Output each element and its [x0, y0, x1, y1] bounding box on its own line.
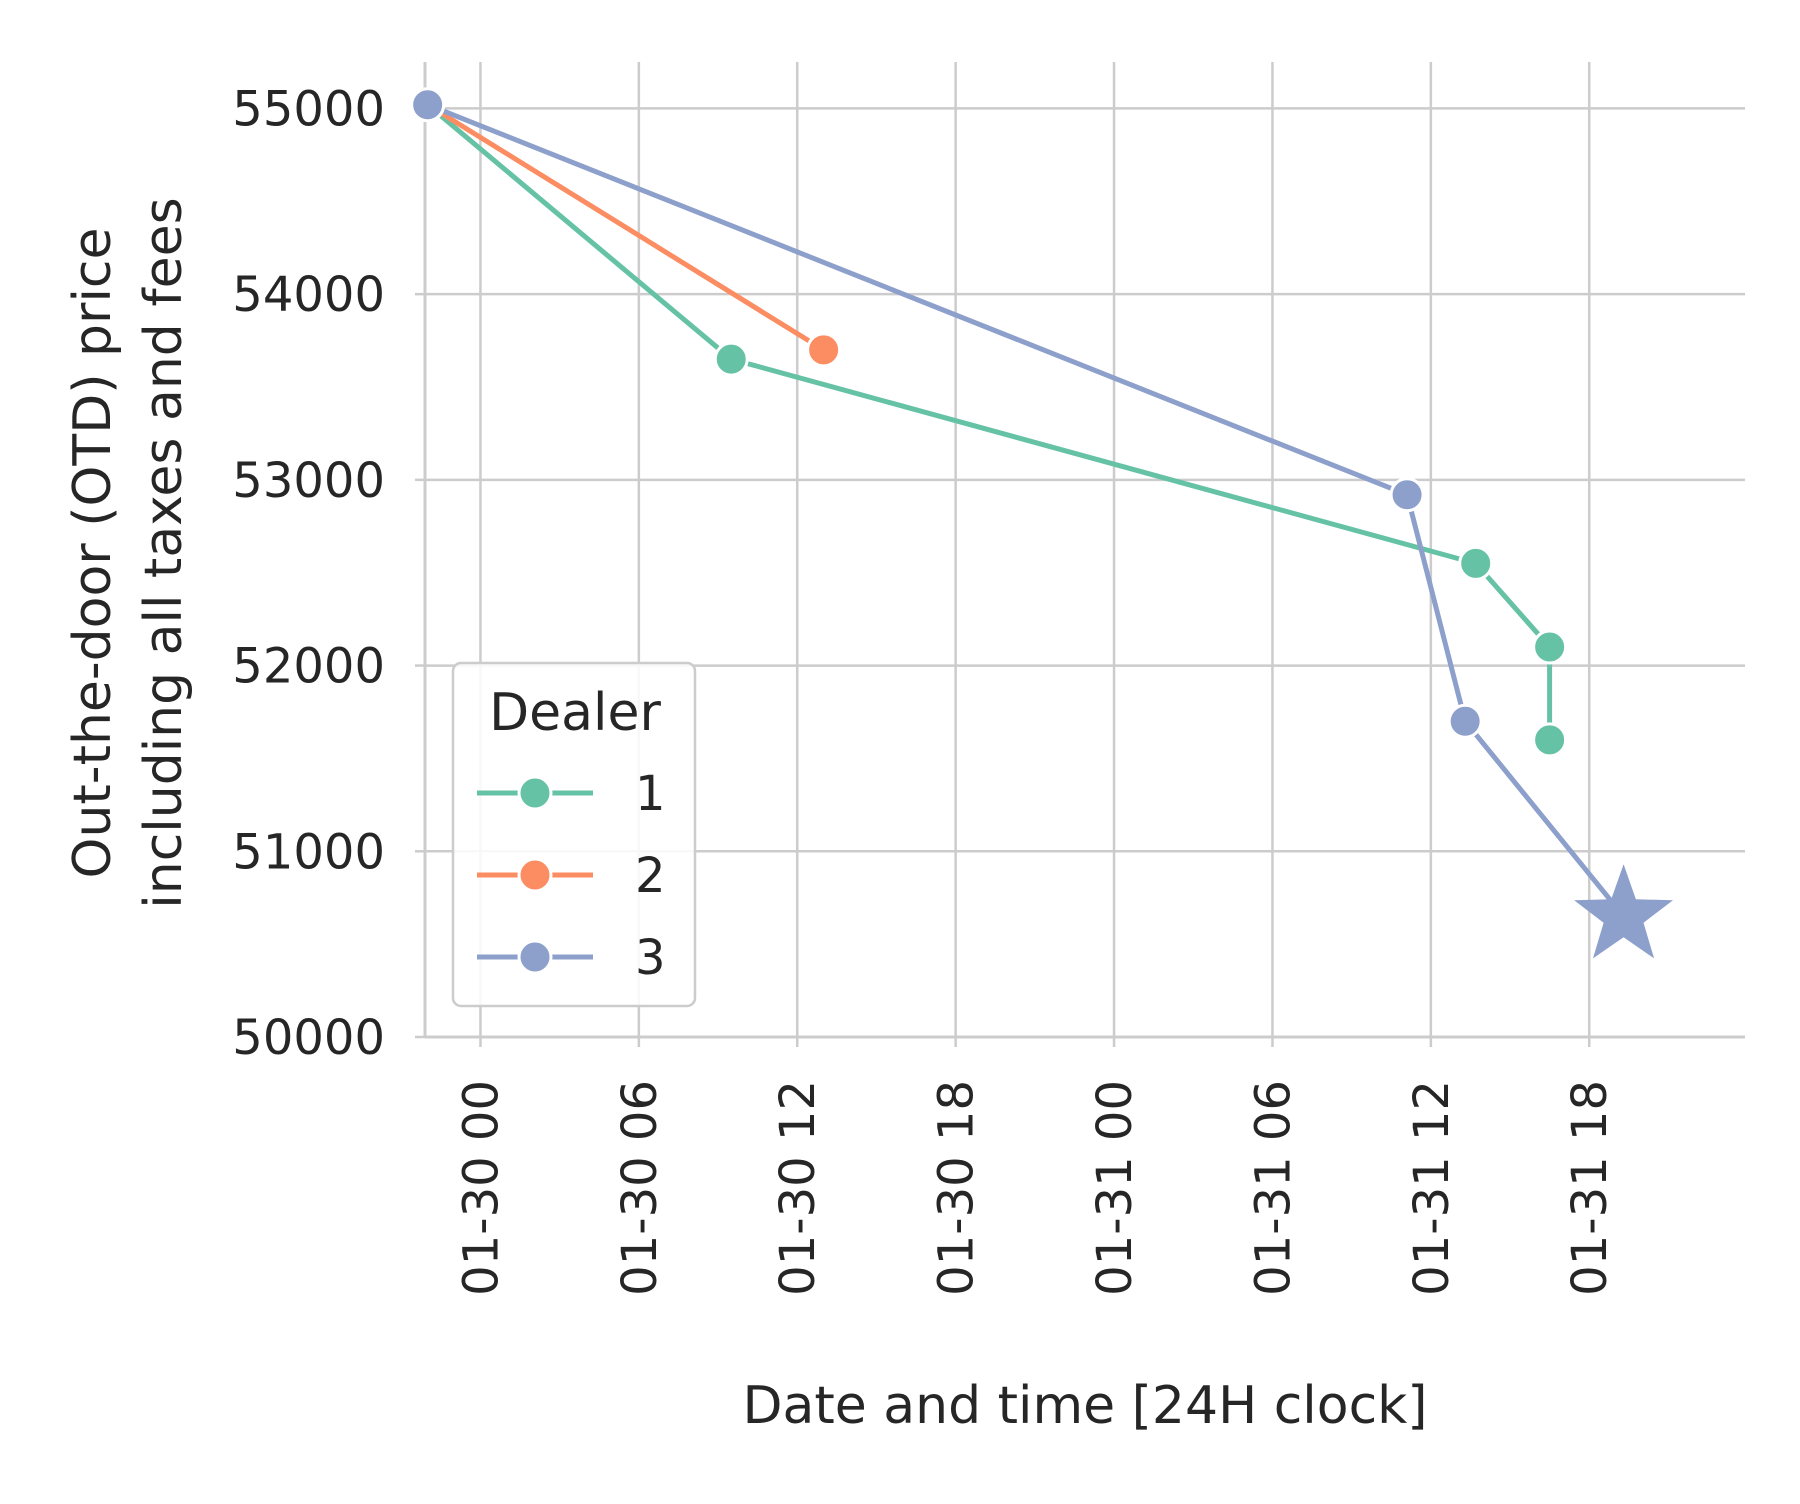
- legend-marker-swatch: [517, 939, 553, 975]
- legend-items: 1 2 3: [477, 766, 666, 986]
- y-tick-label: 51000: [232, 824, 385, 880]
- x-tick-label: 01-30 18: [929, 1080, 985, 1296]
- x-tick-label: 01-31 18: [1562, 1080, 1618, 1296]
- legend-item-3: 3: [477, 930, 666, 986]
- legend-label: 3: [635, 930, 666, 986]
- tick-labels: 01-30 00 01-30 06 01-30 12 01-30 18 01-31 00…: [232, 81, 1618, 1295]
- x-tick-label: 01-30 00: [453, 1080, 509, 1296]
- series-line-1: [425, 102, 1553, 743]
- legend-item-2: 2: [477, 848, 666, 904]
- data-point-series-3: [1447, 703, 1483, 739]
- axes: [415, 62, 1745, 1047]
- data-point-series-2: [806, 332, 842, 368]
- series-marker-group: [410, 87, 1673, 959]
- y-tick-label: 53000: [232, 453, 385, 509]
- legend-title: Dealer: [489, 683, 661, 743]
- y-tick-label: 55000: [232, 81, 385, 137]
- y-axis-title-line1: Out-the-door (OTD) price: [63, 228, 123, 879]
- data-point-series-1: [713, 341, 749, 377]
- legend: Dealer 1 2 3: [451, 661, 697, 1008]
- y-axis-title-line2: including all taxes and fees: [134, 197, 194, 908]
- x-tick-label: 01-31 06: [1245, 1080, 1301, 1296]
- y-tick-label: 50000: [232, 1010, 385, 1066]
- series-line-3: [425, 102, 1627, 919]
- legend-label: 2: [635, 848, 666, 904]
- data-point-series-1: [1458, 545, 1494, 581]
- legend-box: [451, 661, 697, 1008]
- data-point-series-1: [1532, 722, 1568, 758]
- series-line-2: [425, 102, 827, 353]
- x-tick-label: 01-30 12: [770, 1080, 826, 1296]
- x-tick-label: 01-31 00: [1087, 1080, 1143, 1296]
- y-tick-label: 52000: [232, 639, 385, 695]
- legend-label: 1: [635, 766, 666, 822]
- data-point-series-1: [1532, 629, 1568, 665]
- x-tick-label: 01-30 06: [612, 1080, 668, 1296]
- series-lines: [410, 87, 1673, 959]
- legend-item-1: 1: [477, 766, 666, 822]
- data-point-series-3: [1389, 477, 1425, 513]
- x-tick-label: 01-31 12: [1404, 1080, 1460, 1296]
- y-tick-label: 54000: [232, 267, 385, 323]
- final-point-star-marker: [1574, 864, 1673, 959]
- legend-marker-swatch: [517, 775, 553, 811]
- x-axis-title: Date and time [24H clock]: [742, 1376, 1427, 1436]
- data-point-series-3: [410, 87, 446, 123]
- legend-marker-swatch: [517, 857, 553, 893]
